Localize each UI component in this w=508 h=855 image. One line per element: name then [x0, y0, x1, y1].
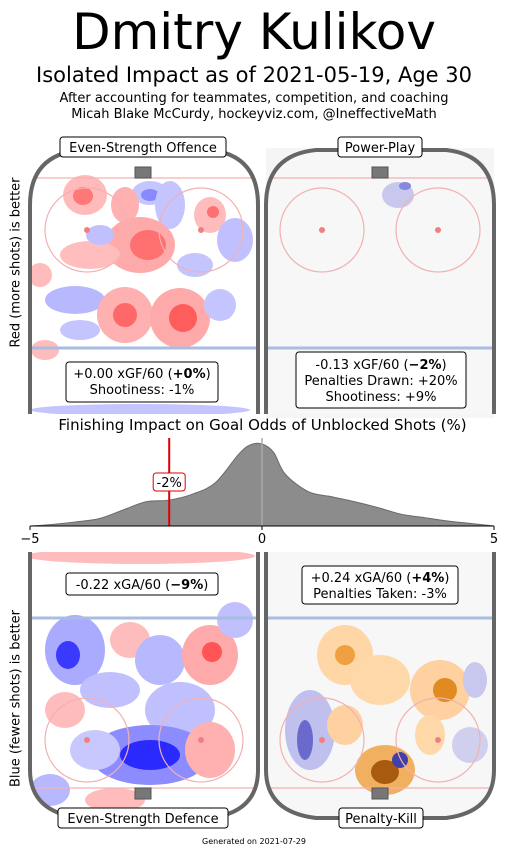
- offence-rinks: Even-Strength Offence Power-Play +0.00 x…: [28, 136, 496, 418]
- x-tick-label: 0: [258, 532, 266, 547]
- ev-defence-xg: -0.22 xGA/60 (−9%): [76, 578, 209, 593]
- penalty-kill-title-box: [338, 807, 424, 829]
- kde-chart-title: Finishing Impact on Goal Odds of Unblock…: [58, 416, 467, 434]
- power-play-xg-value: -0.13 xGF/60 (: [315, 358, 408, 373]
- ev-defence-rink: [28, 552, 260, 820]
- power-play-xg-pct: −2%: [409, 358, 442, 373]
- power-play-penalties-drawn: Penalties Drawn: +20%: [304, 374, 457, 389]
- credit-note: Micah Blake McCurdy, hockeyviz.com, @Ine…: [71, 107, 437, 122]
- power-play-xg-close: ): [442, 358, 447, 373]
- ev-defence-heatmap: [30, 552, 255, 812]
- penalty-kill-xg-value: +0.24 xGA/60 (: [311, 571, 412, 586]
- x-tick-label: −5: [20, 532, 39, 547]
- generated-date-footer: Generated on 2021-07-29: [202, 837, 306, 846]
- x-axis-ticks: −5 0 5: [20, 526, 498, 547]
- penalty-kill-penalties-taken: Penalties Taken: -3%: [313, 587, 447, 602]
- ev-defence-title: Even-Strength Defence: [67, 812, 218, 827]
- power-play-shootiness: Shootiness: +9%: [326, 390, 437, 405]
- ev-defence-title-box: [57, 807, 229, 829]
- defence-rinks: -0.22 xGA/60 (−9%) +0.24 xGA/60 (+4%) Pe…: [28, 552, 496, 829]
- penalty-kill-stat-box: [301, 565, 459, 605]
- ev-offence-xg-pct: +0%: [173, 367, 206, 382]
- ev-offence-rink: [28, 148, 260, 414]
- penalty-kill-xg-close: ): [444, 571, 449, 586]
- method-note: After accounting for teammates, competit…: [59, 91, 449, 106]
- ev-defence-xg-pct: −9%: [170, 578, 203, 593]
- ev-offence-stat-box: [65, 361, 219, 403]
- penalty-kill-title: Penalty-Kill: [345, 812, 417, 827]
- ev-defence-stat-box: [65, 572, 219, 596]
- penalty-kill-xg-pct: +4%: [411, 571, 444, 586]
- ev-offence-xg: +0.00 xGF/60 (+0%): [73, 367, 210, 382]
- penalty-kill-xg: +0.24 xGA/60 (+4%): [311, 571, 450, 586]
- chart-subtitle: Isolated Impact as of 2021-05-19, Age 30: [36, 63, 472, 87]
- power-play-heatmap: [382, 182, 414, 208]
- power-play-title: Power-Play: [345, 141, 416, 156]
- power-play-xg: -0.13 xGF/60 (−2%): [315, 358, 446, 373]
- penalty-kill-heatmap: [285, 625, 488, 795]
- power-play-stat-box: [295, 351, 467, 409]
- ev-offence-title: Even-Strength Offence: [69, 141, 217, 156]
- ev-offence-xg-close: ): [206, 367, 211, 382]
- ev-offence-heatmap: [30, 175, 253, 414]
- player-name-title: Dmitry Kulikov: [72, 3, 436, 61]
- power-play-title-box: [337, 136, 423, 158]
- player-marker-label: -2%: [157, 476, 182, 491]
- ev-defence-xg-value: -0.22 xGA/60 (: [76, 578, 171, 593]
- x-tick-label: 5: [490, 532, 498, 547]
- finishing-density-chart: -2% −5 0 5: [20, 438, 498, 547]
- ev-offence-title-box: [59, 136, 227, 158]
- ev-defence-xg-close: ): [203, 578, 208, 593]
- ev-offence-shootiness: Shootiness: -1%: [90, 383, 195, 398]
- player-marker-label-box: [152, 472, 186, 492]
- ev-offence-xg-value: +0.00 xGF/60 (: [73, 367, 172, 382]
